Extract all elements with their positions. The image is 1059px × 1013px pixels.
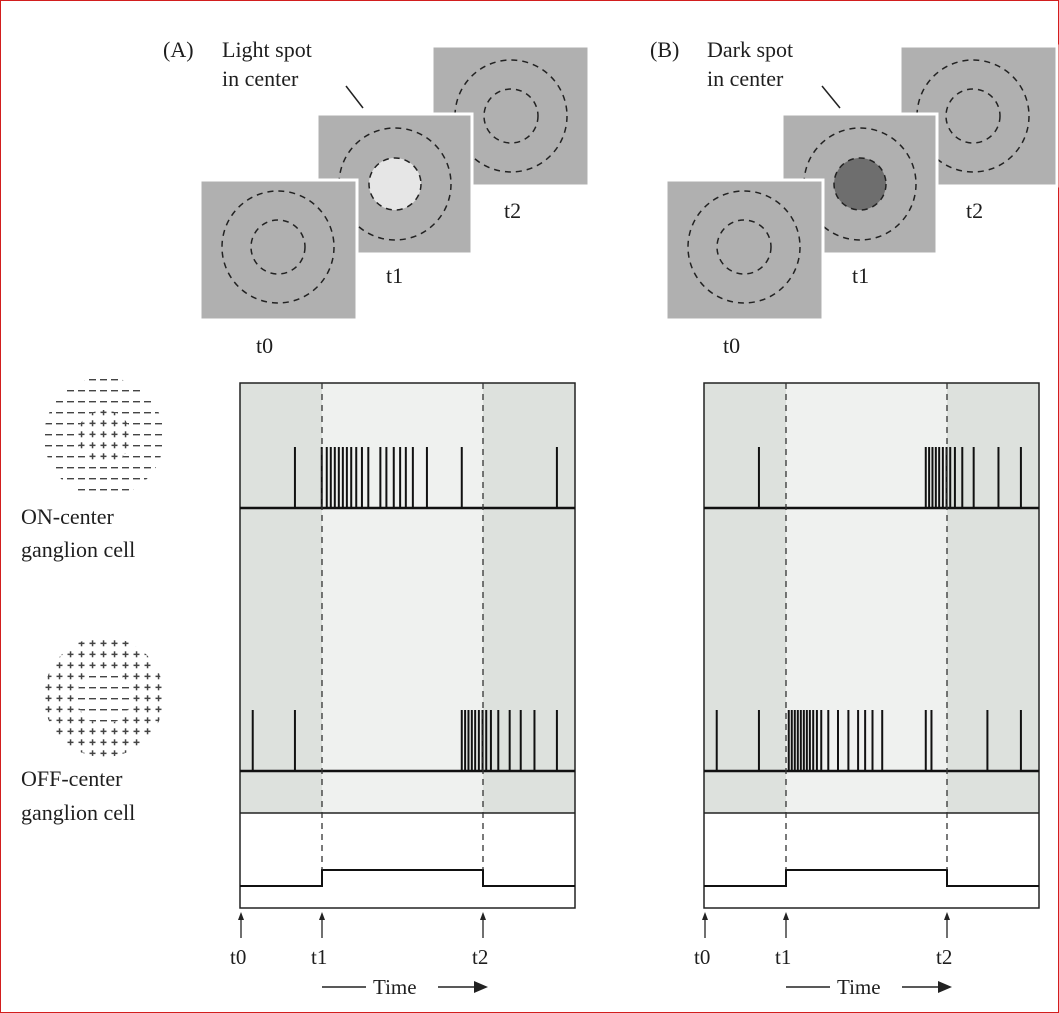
panel-b-stimulus: (B) Dark spot in center t2 t1 t0 [650, 37, 1059, 358]
time-tick-arrowhead [319, 912, 325, 920]
panel-b-caption-line2: in center [707, 66, 784, 91]
time-axis-label: Time [373, 975, 417, 999]
time-tick-arrowhead [702, 912, 708, 920]
on-center-label-line2: ganglion cell [21, 537, 135, 562]
panel-b-tag: (B) [650, 37, 679, 62]
frame-label-b-t1: t1 [852, 263, 869, 288]
time-axis-arrowhead [474, 981, 488, 993]
dark-spot [833, 157, 887, 211]
post-stimulus-region [947, 383, 1039, 813]
panel-a-caption-line2: in center [222, 66, 299, 91]
time-tick-label-t2: t2 [936, 945, 952, 969]
on-center-receptive-field-icon [44, 377, 164, 497]
panel-b-pointer [821, 85, 841, 109]
panel-a-stimulus: (A) Light spot in center t2 t1 t0 [163, 37, 591, 358]
time-tick-label-t0: t0 [230, 945, 246, 969]
time-tick-arrowhead [238, 912, 244, 920]
frame-label-a-t0: t0 [256, 333, 273, 358]
frame-label-b-t0: t0 [723, 333, 740, 358]
time-tick-label-t2: t2 [472, 945, 488, 969]
light-spot [368, 157, 422, 211]
panel-a-tag: (A) [163, 37, 194, 62]
panel-b-caption-line1: Dark spot [707, 37, 793, 62]
stimulus-trace [704, 869, 1039, 887]
off-center-label-line1: OFF-center [21, 766, 123, 791]
time-tick-label-t1: t1 [775, 945, 791, 969]
time-tick-arrowhead [944, 912, 950, 920]
off-center-label-line2: ganglion cell [21, 800, 135, 825]
stim-frame-b-t1 [780, 112, 939, 256]
on-center-label-line1: ON-center [21, 504, 115, 529]
frame-label-a-t1: t1 [386, 263, 403, 288]
panel-a-caption-line1: Light spot [222, 37, 312, 62]
time-tick-label-t1: t1 [311, 945, 327, 969]
panel-a-pointer [345, 85, 364, 109]
frame-label-b-t2: t2 [966, 198, 983, 223]
off-center-receptive-field-icon [44, 637, 164, 757]
recording-frame [239, 382, 576, 909]
time-tick-label-t0: t0 [694, 945, 710, 969]
stimulus-trace [240, 869, 575, 887]
stim-frame-b-t0 [664, 178, 825, 322]
panel-a-recording: t0 t1 t2 Time [230, 382, 576, 999]
post-stimulus-region [483, 383, 575, 813]
frame-label-a-t2: t2 [504, 198, 521, 223]
stim-frame-a-t0 [198, 178, 359, 322]
time-axis-label: Time [837, 975, 881, 999]
stim-frame-a-t1 [315, 112, 474, 256]
stimulus-region [322, 383, 483, 813]
time-tick-arrowhead [480, 912, 486, 920]
time-tick-arrowhead [783, 912, 789, 920]
time-axis-arrowhead [938, 981, 952, 993]
recording-frame [703, 382, 1040, 909]
panel-b-recording: t0 t1 t2 Time [694, 382, 1040, 999]
